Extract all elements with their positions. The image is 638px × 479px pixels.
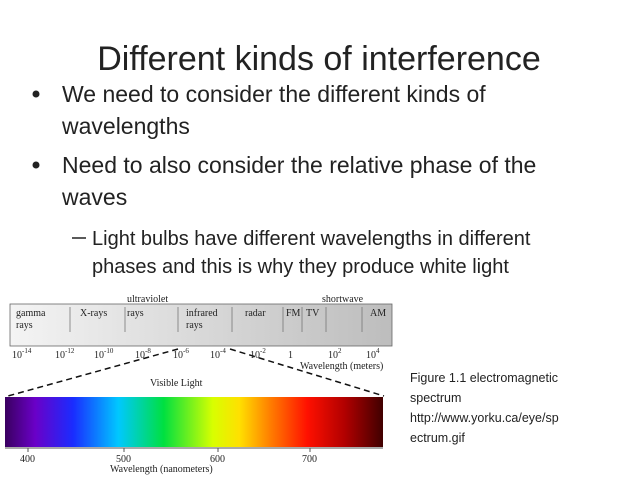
band-label: radar [245, 308, 266, 319]
caption-line: Figure 1.1 electromagnetic [410, 371, 558, 385]
scale-label: 10-2 [250, 347, 266, 361]
title: Different kinds of interference [97, 40, 541, 78]
scale-base: 10 [173, 350, 183, 361]
scale-base: 10 [210, 350, 220, 361]
nm-tick-label: 700 [302, 454, 317, 465]
scale-base: 1 [288, 350, 293, 361]
bullet-dot [32, 90, 40, 98]
caption-line: http://www.yorku.ca/eye/sp [410, 411, 559, 425]
band-label: rays [186, 320, 203, 331]
band-label: X-rays [80, 308, 107, 319]
scale-exponent: -8 [145, 347, 151, 355]
band-label: gamma [16, 308, 46, 319]
scale-exponent: 2 [338, 347, 342, 355]
scale-exponent: -4 [220, 347, 226, 355]
nm-tick-label: 500 [116, 454, 131, 465]
scale-base: 10 [12, 350, 22, 361]
scale-exponent: 4 [376, 347, 380, 355]
caption-line: spectrum [410, 391, 461, 405]
scale-label: 1 [288, 350, 293, 361]
scale-label: 10-8 [135, 347, 151, 361]
scale-base: 10 [135, 350, 145, 361]
scale-label: Wavelength (meters) [300, 361, 383, 372]
caption-line: ectrum.gif [410, 431, 465, 445]
scale-base: 10 [328, 350, 338, 361]
scale-base: 10 [55, 350, 65, 361]
nm-label: Wavelength (nanometers) [110, 464, 213, 475]
scale-exponent: -14 [22, 347, 32, 355]
scale-label: 10-6 [173, 347, 189, 361]
scale-label: 10-4 [210, 347, 226, 361]
scale-exponent: -2 [260, 347, 266, 355]
scale-base: 10 [250, 350, 260, 361]
band-label: infrared [186, 308, 218, 319]
band-label: FM [286, 308, 301, 319]
bullet-text: We need to consider the different kinds … [62, 81, 486, 107]
scale-exponent: -6 [183, 347, 189, 355]
sub-bullet-text: phases and this is why they produce whit… [92, 256, 509, 278]
scale-exponent: -10 [104, 347, 114, 355]
scale-label: 102 [328, 347, 342, 361]
scale-label: 10-10 [94, 347, 114, 361]
nm-tick-label: 600 [210, 454, 225, 465]
visible-spectrum [5, 397, 383, 447]
scale-label: 104 [366, 347, 380, 361]
scale-exponent: -12 [65, 347, 75, 355]
scale-label: 10-14 [12, 347, 32, 361]
bullet-text: Need to also consider the relative phase… [62, 152, 536, 178]
visible-label: Visible Light [150, 378, 203, 389]
band-label: ultraviolet [127, 294, 168, 305]
band-label: shortwave [322, 294, 364, 305]
band-label: TV [306, 308, 320, 319]
spectrum-bar [9, 303, 393, 347]
nm-tick-label: 400 [20, 454, 35, 465]
scale-label: 10-12 [55, 347, 75, 361]
scale-base: 10 [366, 350, 376, 361]
scale-base: 10 [94, 350, 104, 361]
sub-bullet-text: Light bulbs have different wavelengths i… [92, 228, 531, 250]
bullet-text: waves [61, 184, 127, 210]
dashed-line [229, 348, 385, 397]
band-label: rays [16, 320, 33, 331]
bullet-text: wavelengths [61, 113, 190, 139]
band-label: AM [370, 308, 386, 319]
band-label: rays [127, 308, 144, 319]
bullet-dot [32, 161, 40, 169]
